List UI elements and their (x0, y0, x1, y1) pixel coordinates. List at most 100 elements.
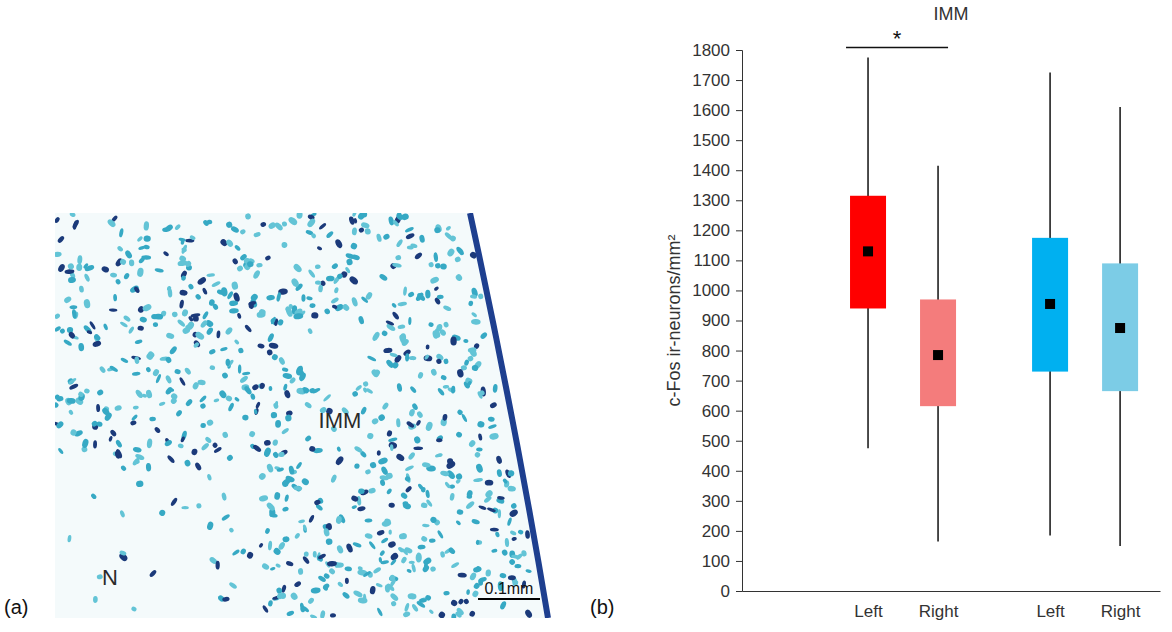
cell (489, 401, 498, 409)
cell (176, 318, 186, 327)
cell (131, 606, 138, 612)
cell (306, 217, 317, 228)
cell (391, 302, 397, 308)
cell (300, 606, 306, 613)
cell (485, 569, 491, 577)
cell (258, 542, 264, 548)
box (850, 58, 886, 449)
cell (300, 477, 310, 486)
cell (151, 314, 157, 319)
cell (83, 263, 89, 270)
cell (232, 549, 241, 557)
cell (181, 309, 189, 318)
cell (165, 374, 173, 384)
y-tick-mark (736, 351, 742, 352)
cell (93, 596, 98, 603)
cell (455, 431, 463, 439)
cell (351, 390, 359, 398)
cell (436, 434, 444, 442)
cell (403, 286, 408, 296)
mean-marker (1045, 299, 1055, 309)
cell (277, 318, 285, 326)
cell (179, 377, 187, 387)
cell (237, 347, 244, 354)
cell (72, 220, 78, 230)
mean-marker (933, 350, 943, 360)
cell (190, 313, 200, 318)
tissue-edge (470, 213, 548, 618)
cell (435, 263, 441, 269)
cell (363, 594, 367, 603)
cell (315, 264, 321, 269)
cell (478, 293, 484, 299)
cell (262, 604, 270, 613)
cell (67, 535, 72, 543)
y-axis-title: c-Fos ir-neurons/mm² (664, 234, 684, 406)
cell (189, 235, 196, 241)
cell (489, 432, 499, 440)
cell (69, 305, 77, 309)
cell (398, 334, 407, 345)
cell (409, 356, 417, 360)
cell (358, 488, 365, 494)
cell (330, 474, 338, 484)
y-tick-label: 900 (702, 311, 730, 330)
y-tick-label: 1200 (692, 221, 730, 240)
y-tick-mark (736, 441, 742, 442)
y-tick: 1300 (692, 191, 742, 210)
y-tick-label: 1500 (692, 131, 730, 150)
box (1102, 107, 1138, 546)
cell (142, 303, 153, 313)
cell (297, 387, 305, 395)
y-tick: 1500 (692, 131, 742, 150)
cell (479, 331, 488, 340)
cell (437, 610, 446, 618)
y-tick-label: 0 (721, 582, 730, 601)
cell (266, 349, 273, 356)
cell (206, 521, 214, 531)
cell (181, 275, 186, 281)
y-tick-mark (736, 411, 742, 412)
cell (225, 359, 230, 366)
cell (445, 225, 452, 231)
cell (281, 427, 290, 435)
cell (258, 494, 268, 502)
cell (444, 481, 451, 489)
cell (285, 560, 294, 567)
cell (517, 529, 523, 535)
cell (184, 367, 192, 376)
cell (371, 331, 381, 342)
cell (424, 354, 430, 360)
cell (295, 461, 303, 470)
cell (344, 566, 352, 572)
cell (258, 472, 267, 481)
cell (199, 395, 208, 404)
cell (499, 572, 507, 579)
y-tick: 1200 (692, 221, 742, 240)
cell (410, 243, 418, 249)
cell (422, 462, 431, 468)
cell (331, 304, 337, 309)
cell (417, 544, 425, 549)
cell (507, 470, 515, 478)
cell (165, 356, 173, 364)
cell (408, 408, 415, 417)
cell (381, 330, 389, 338)
cell (408, 317, 411, 325)
cell (261, 562, 270, 570)
y-tick: 100 (702, 552, 742, 571)
cell (248, 430, 256, 438)
x-axis: LeftRightLeftRight (743, 591, 1161, 621)
cell (164, 386, 173, 396)
mean-marker (1115, 323, 1125, 333)
cell (372, 566, 381, 574)
cell (345, 578, 349, 584)
cell (364, 532, 373, 539)
cell (463, 339, 469, 344)
cell (302, 524, 307, 531)
cell (199, 319, 208, 329)
cell (455, 246, 465, 257)
y-tick-mark (736, 591, 742, 592)
cell (475, 463, 484, 474)
cell (250, 393, 256, 400)
